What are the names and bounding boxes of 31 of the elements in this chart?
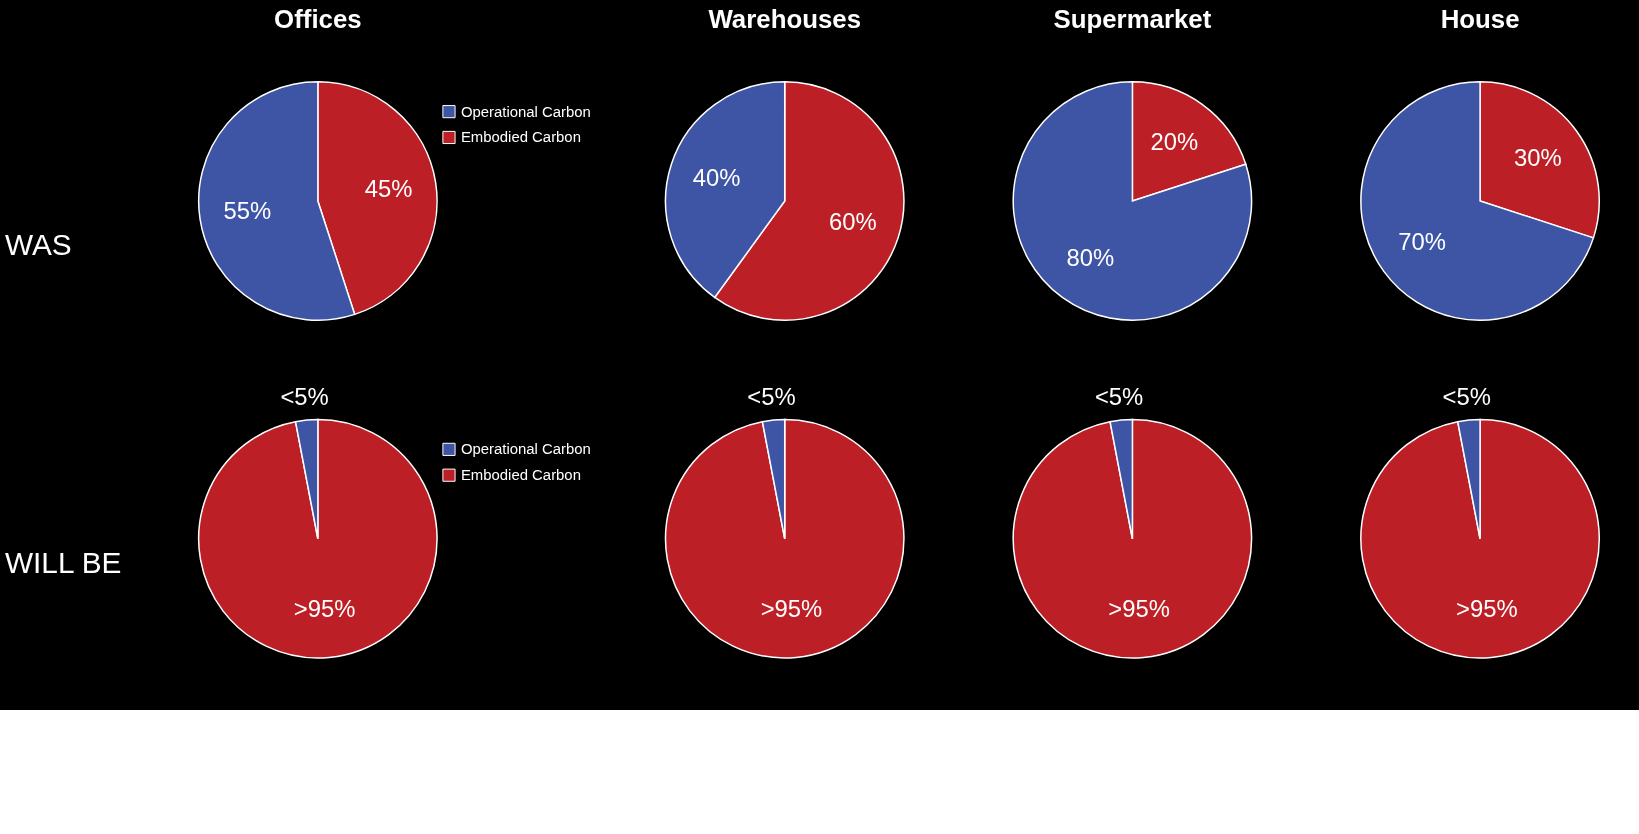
chart-title: Offices — [274, 5, 362, 34]
data-label: <5% — [280, 383, 329, 411]
chart-title: Supermarket — [1053, 5, 1212, 34]
data-label: <5% — [1442, 383, 1491, 411]
pie-slice — [1012, 418, 1253, 659]
chart-title: Warehouses — [708, 5, 861, 34]
pie-slice — [1012, 81, 1253, 321]
pie-slice — [198, 418, 438, 659]
data-label: 60% — [828, 208, 877, 236]
text: WAS — [4, 227, 72, 261]
data-label: 40% — [692, 163, 741, 191]
data-label: 70% — [1398, 228, 1447, 256]
data-label: 20% — [1150, 128, 1199, 156]
data-label: 55% — [223, 197, 272, 225]
data-label: <5% — [1094, 383, 1144, 411]
legend-label: Operational Carbon — [460, 103, 591, 120]
data-label: >95% — [293, 594, 356, 622]
data-label: >95% — [1455, 594, 1518, 622]
data-label: 80% — [1066, 243, 1115, 271]
data-label: 45% — [364, 174, 413, 202]
pie-slice — [1360, 418, 1601, 659]
data-label: >95% — [1108, 594, 1170, 622]
data-label: >95% — [760, 594, 823, 622]
chart-title: House — [1440, 5, 1520, 34]
data-label: 30% — [1514, 143, 1562, 171]
data-label: <5% — [747, 383, 796, 411]
text: WILL BE — [4, 545, 122, 579]
legend-label: Embodied Carbon — [460, 467, 581, 484]
pie-slice — [664, 418, 905, 659]
legend-label: Operational Carbon — [460, 441, 591, 458]
legend-label: Embodied Carbon — [460, 129, 581, 146]
